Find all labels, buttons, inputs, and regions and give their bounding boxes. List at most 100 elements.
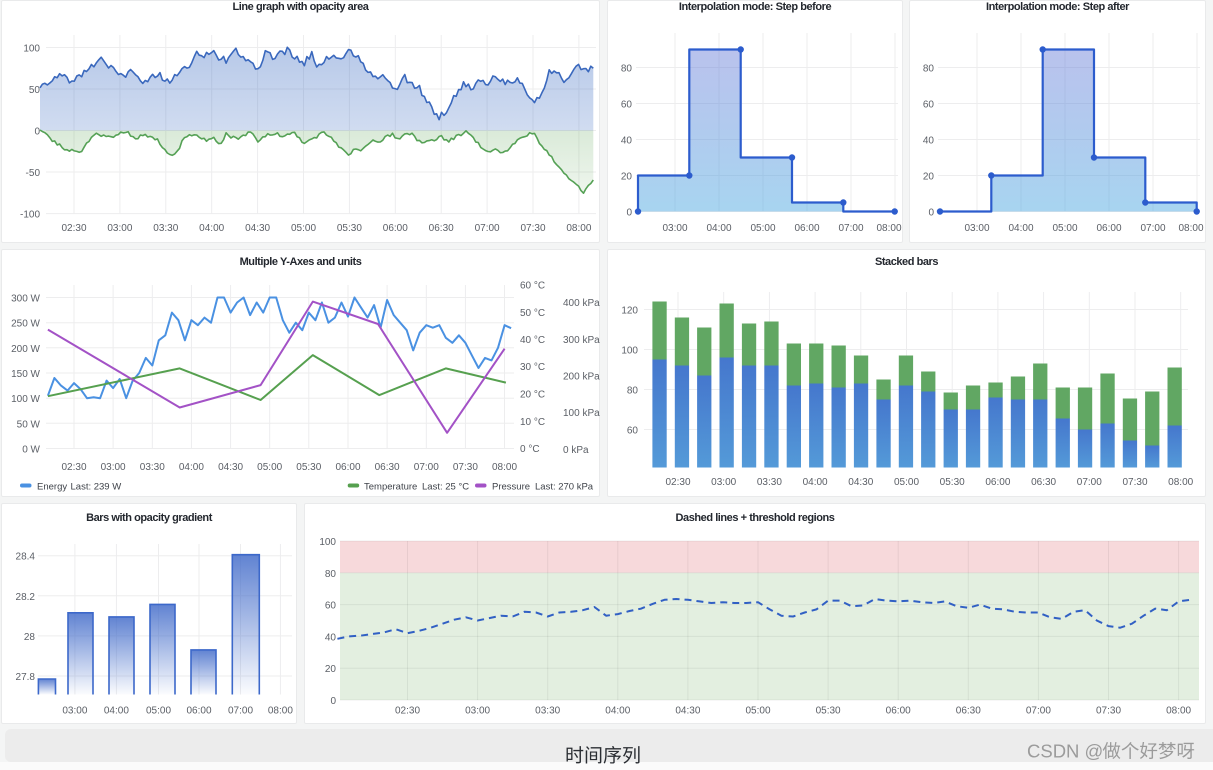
svg-text:80: 80 xyxy=(621,64,633,75)
svg-text:04:00: 04:00 xyxy=(803,477,828,488)
svg-text:04:30: 04:30 xyxy=(848,477,873,488)
svg-text:08:00: 08:00 xyxy=(268,706,293,717)
svg-text:0: 0 xyxy=(330,696,336,707)
svg-text:06:00: 06:00 xyxy=(985,477,1010,488)
svg-text:Last: 25 °C: Last: 25 °C xyxy=(422,482,469,493)
svg-text:100 kPa: 100 kPa xyxy=(563,408,600,419)
svg-text:07:30: 07:30 xyxy=(453,462,478,473)
svg-text:300 kPa: 300 kPa xyxy=(563,335,600,346)
svg-text:03:30: 03:30 xyxy=(153,223,178,234)
svg-text:03:30: 03:30 xyxy=(757,477,782,488)
svg-text:08:00: 08:00 xyxy=(492,462,517,473)
svg-text:60: 60 xyxy=(621,100,633,111)
svg-text:40: 40 xyxy=(325,632,337,643)
svg-text:06:30: 06:30 xyxy=(429,223,454,234)
svg-text:03:30: 03:30 xyxy=(535,706,560,717)
svg-text:02:30: 02:30 xyxy=(665,477,690,488)
svg-text:05:30: 05:30 xyxy=(816,706,841,717)
svg-text:06:00: 06:00 xyxy=(1096,223,1121,234)
svg-text:0 °C: 0 °C xyxy=(520,444,540,455)
svg-text:05:30: 05:30 xyxy=(940,477,965,488)
svg-text:28.4: 28.4 xyxy=(16,552,36,563)
svg-text:200 kPa: 200 kPa xyxy=(563,372,600,383)
svg-text:02:30: 02:30 xyxy=(395,706,420,717)
svg-text:07:00: 07:00 xyxy=(838,223,863,234)
svg-text:Energy: Energy xyxy=(37,482,67,493)
svg-text:Last: 239 W: Last: 239 W xyxy=(71,482,122,493)
svg-text:Last: 270 kPa: Last: 270 kPa xyxy=(535,482,594,493)
svg-text:03:00: 03:00 xyxy=(711,477,736,488)
svg-text:-100: -100 xyxy=(20,210,40,221)
svg-text:40: 40 xyxy=(923,136,935,147)
svg-text:0: 0 xyxy=(626,208,632,219)
svg-text:05:00: 05:00 xyxy=(291,223,316,234)
svg-text:07:00: 07:00 xyxy=(1140,223,1165,234)
svg-text:06:30: 06:30 xyxy=(375,462,400,473)
svg-text:07:30: 07:30 xyxy=(1096,706,1121,717)
svg-text:20: 20 xyxy=(923,172,935,183)
svg-text:250 W: 250 W xyxy=(11,319,40,330)
svg-text:08:00: 08:00 xyxy=(566,223,591,234)
svg-text:50 W: 50 W xyxy=(17,419,41,430)
svg-text:Temperature: Temperature xyxy=(364,482,417,493)
svg-text:03:00: 03:00 xyxy=(662,223,687,234)
svg-text:28: 28 xyxy=(24,632,36,643)
svg-text:0: 0 xyxy=(928,208,934,219)
svg-text:07:30: 07:30 xyxy=(520,223,545,234)
svg-text:Pressure: Pressure xyxy=(492,482,530,493)
svg-text:27.8: 27.8 xyxy=(16,672,36,683)
svg-text:80: 80 xyxy=(325,569,337,580)
svg-text:06:00: 06:00 xyxy=(335,462,360,473)
svg-text:10 °C: 10 °C xyxy=(520,417,545,428)
svg-text:05:00: 05:00 xyxy=(894,477,919,488)
svg-text:03:00: 03:00 xyxy=(62,706,87,717)
svg-text:-50: -50 xyxy=(26,168,41,179)
svg-text:04:30: 04:30 xyxy=(218,462,243,473)
svg-text:07:00: 07:00 xyxy=(228,706,253,717)
svg-text:08:00: 08:00 xyxy=(1168,477,1193,488)
svg-text:05:30: 05:30 xyxy=(296,462,321,473)
svg-text:05:00: 05:00 xyxy=(146,706,171,717)
svg-text:150 W: 150 W xyxy=(11,369,40,380)
svg-text:60: 60 xyxy=(923,100,935,111)
svg-text:04:00: 04:00 xyxy=(199,223,224,234)
svg-text:04:00: 04:00 xyxy=(179,462,204,473)
svg-text:08:00: 08:00 xyxy=(1178,223,1203,234)
svg-text:20 °C: 20 °C xyxy=(520,390,545,401)
svg-text:28.2: 28.2 xyxy=(16,592,36,603)
svg-text:0: 0 xyxy=(34,127,40,138)
svg-text:03:00: 03:00 xyxy=(101,462,126,473)
svg-text:100: 100 xyxy=(319,537,336,548)
svg-text:05:00: 05:00 xyxy=(750,223,775,234)
svg-text:04:00: 04:00 xyxy=(104,706,129,717)
svg-text:06:30: 06:30 xyxy=(1031,477,1056,488)
svg-text:03:00: 03:00 xyxy=(107,223,132,234)
svg-text:0 W: 0 W xyxy=(22,445,40,456)
svg-text:20: 20 xyxy=(325,664,337,675)
svg-text:06:00: 06:00 xyxy=(886,706,911,717)
svg-text:80: 80 xyxy=(627,386,639,397)
svg-text:20: 20 xyxy=(621,172,633,183)
svg-text:60: 60 xyxy=(325,601,337,612)
svg-text:03:00: 03:00 xyxy=(964,223,989,234)
svg-text:40 °C: 40 °C xyxy=(520,335,545,346)
svg-text:08:00: 08:00 xyxy=(876,223,901,234)
svg-text:80: 80 xyxy=(923,64,935,75)
svg-text:0 kPa: 0 kPa xyxy=(563,445,589,456)
svg-text:04:00: 04:00 xyxy=(605,706,630,717)
svg-text:04:00: 04:00 xyxy=(1008,223,1033,234)
svg-text:07:30: 07:30 xyxy=(1122,477,1147,488)
svg-text:03:30: 03:30 xyxy=(140,462,165,473)
svg-text:100 W: 100 W xyxy=(11,394,40,405)
svg-text:100: 100 xyxy=(621,346,638,357)
svg-text:06:00: 06:00 xyxy=(794,223,819,234)
svg-text:60: 60 xyxy=(627,426,639,437)
svg-text:02:30: 02:30 xyxy=(61,223,86,234)
svg-text:40: 40 xyxy=(621,136,633,147)
svg-text:400 kPa: 400 kPa xyxy=(563,298,600,309)
svg-text:07:00: 07:00 xyxy=(1077,477,1102,488)
svg-text:50 °C: 50 °C xyxy=(520,308,545,319)
svg-text:05:00: 05:00 xyxy=(1052,223,1077,234)
svg-text:60 °C: 60 °C xyxy=(520,281,545,292)
svg-text:04:30: 04:30 xyxy=(245,223,270,234)
